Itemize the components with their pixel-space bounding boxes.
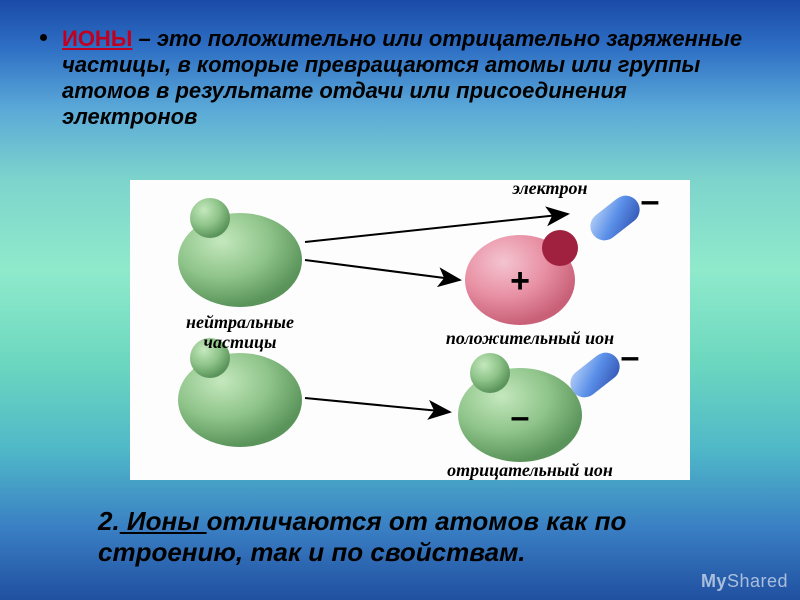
svg-text:положительный ион: положительный ион [446,328,614,348]
diagram-svg: + – – – электрон нейтральныечастицы положитель… [130,180,690,480]
svg-text:частицы: частицы [204,332,277,352]
svg-text:+: + [510,262,530,300]
svg-text:нейтральные: нейтральные [186,312,294,332]
watermark: MyShared [701,571,788,592]
watermark-bold: My [701,571,727,591]
definition-text: ИОНЫ – это положительно или отрицательно… [62,26,752,130]
watermark-rest: Shared [727,571,788,591]
conclusion-underlined: Ионы [120,506,207,536]
svg-text:–: – [641,182,660,220]
svg-text:отрицательный ион: отрицательный ион [447,460,613,480]
svg-text:электрон: электрон [511,180,587,198]
conclusion-prefix: 2. [98,506,120,536]
conclusion-text: 2. Ионы отличаются от атомов как по стро… [98,506,740,568]
ion-diagram: + – – – электрон нейтральныечастицы положитель… [130,180,690,480]
svg-text:–: – [621,338,640,376]
definition-rest: – это положительно или отрицательно заря… [62,26,742,129]
term: ИОНЫ [62,26,132,51]
bullet-icon [40,34,47,41]
svg-text:–: – [511,398,530,436]
